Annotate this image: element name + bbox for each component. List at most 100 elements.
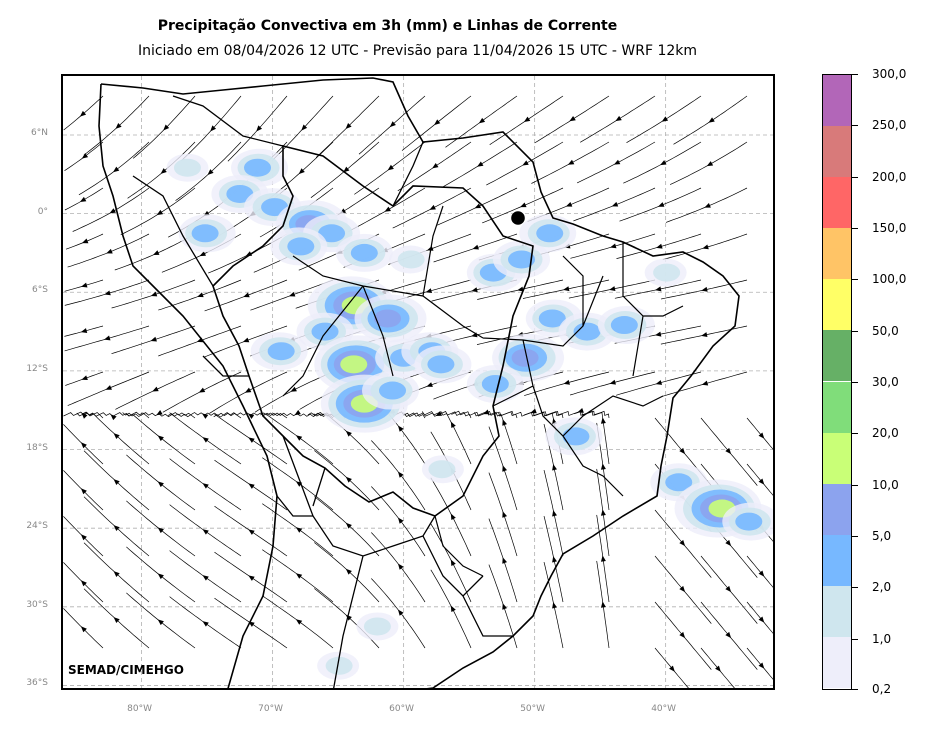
streamline-arrow (661, 116, 669, 122)
colorbar-label: 0,2 (872, 682, 892, 696)
streamline-arrow (113, 617, 120, 623)
streamline-arrow (600, 463, 606, 470)
streamline-arrow (295, 573, 303, 579)
streamline-arrow (80, 442, 87, 449)
streamline-arrow (389, 121, 396, 128)
streamline-arrow (150, 336, 157, 342)
colorbar-label: 100,0 (872, 272, 907, 287)
streamline-arrow (477, 161, 484, 167)
longitude-label: 40°W (651, 704, 677, 714)
streamline-arrow (248, 529, 255, 535)
streamline-arrow (552, 602, 557, 609)
streamline-arrow (397, 563, 404, 570)
streamline-arrow (384, 206, 391, 212)
precip-cell (427, 355, 455, 374)
streamline-arrow (80, 580, 87, 587)
streamline-arrow (656, 243, 663, 249)
streamline-arrow (552, 510, 557, 517)
streamline-arrow (298, 168, 305, 175)
streamline-arrow (163, 124, 170, 131)
streamline-arrow (295, 619, 303, 625)
streamline-arrow (157, 573, 164, 580)
colorbar-segment (823, 636, 851, 688)
latitude-label: 24°S (26, 521, 48, 532)
latitude-label: 18°S (26, 442, 48, 453)
colorbar-tick (852, 689, 858, 690)
credit-label: SEMAD/CIMEHGO (68, 663, 184, 677)
precip-cell (536, 224, 564, 243)
streamline-arrow (345, 123, 352, 130)
streamline-arrow (567, 159, 575, 165)
streamline-arrow (256, 125, 263, 132)
colorbar-label: 50,0 (872, 323, 899, 338)
colorbar-label: 20,0 (872, 426, 899, 441)
colorbar-label: 30,0 (872, 375, 899, 389)
colorbar-segment (823, 483, 851, 535)
map-panel[interactable] (61, 74, 775, 690)
precipitation-field (166, 148, 773, 680)
colorbar-segment (823, 381, 851, 433)
streamline-arrow (563, 286, 570, 292)
streamline-arrow (450, 559, 456, 567)
streamline-arrow (655, 380, 663, 385)
streamline (78, 141, 150, 196)
streamline-arrow (679, 585, 686, 593)
precip-cell (374, 309, 402, 328)
streamline (209, 371, 288, 414)
streamline (430, 477, 472, 557)
colorbar-label: 150,0 (872, 221, 907, 235)
latitude-label: 6°N (31, 127, 48, 138)
streamline-arrow (471, 287, 478, 293)
streamline-arrow (530, 408, 537, 414)
streamline-arrow (247, 413, 255, 419)
colorbar-segment (823, 177, 851, 229)
streamline-arrow (113, 525, 120, 531)
precip-cell (191, 224, 219, 243)
streamline-arrow (106, 248, 113, 254)
streamline-arrow (301, 124, 308, 131)
streamline-arrow (387, 164, 394, 171)
streamline-arrow (715, 665, 721, 672)
precip-cell (573, 322, 601, 341)
streamline-arrow (600, 417, 606, 424)
south-america-coastline (98, 77, 740, 688)
streamline-arrow (502, 419, 508, 426)
precip-cell (287, 237, 315, 256)
streamline (72, 187, 150, 232)
streamline-arrow (708, 117, 715, 123)
streamline-arrow (80, 328, 88, 333)
streamline-arrow (81, 282, 88, 288)
streamline-arrow (758, 432, 765, 439)
precip-cell (267, 342, 295, 361)
streamline-arrow (243, 292, 250, 298)
streamline-arrow (426, 246, 434, 251)
streamline-arrow (425, 288, 433, 294)
weather-map[interactable] (63, 76, 775, 690)
streamline-arrow (202, 621, 209, 627)
longitude-label: 70°W (258, 704, 284, 714)
colorbar-tick (852, 228, 858, 229)
colorbar-tick (852, 484, 858, 486)
marajo-island (511, 211, 525, 225)
streamline-arrow (202, 483, 209, 489)
precip-cell (311, 322, 339, 341)
streamlines (63, 95, 773, 688)
streamline-arrow (600, 555, 606, 562)
streamline-arrow (157, 527, 164, 534)
streamline-arrow (615, 115, 622, 122)
colorbar-tick (852, 536, 858, 537)
streamline-arrow (655, 286, 662, 292)
precip-cell (538, 309, 566, 328)
colorbar-label: 2,0 (872, 580, 892, 595)
colorbar-label: 300,0 (872, 67, 907, 81)
streamline (132, 95, 196, 159)
streamline-arrow (679, 631, 686, 639)
streamline-arrow (552, 556, 557, 563)
state-borders (282, 205, 684, 577)
precip-cell (173, 158, 201, 177)
colorbar-label: 10,0 (872, 477, 899, 492)
streamline-arrow (343, 166, 350, 173)
streamline-arrow (104, 335, 111, 341)
colorbar-label: 250,0 (872, 118, 907, 133)
streamline-arrow (113, 433, 120, 439)
